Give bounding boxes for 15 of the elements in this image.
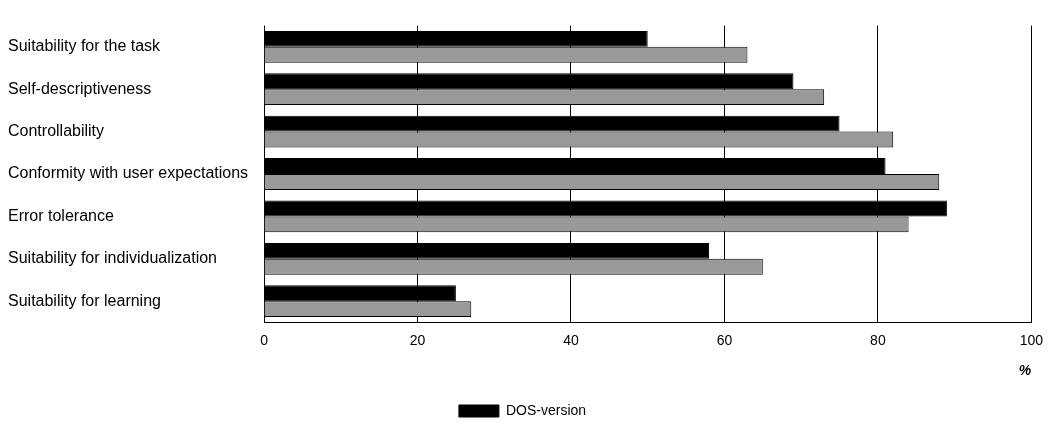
x-tick-label: 60 xyxy=(716,331,733,348)
legend-label: DOS-version xyxy=(505,401,587,418)
y-tick-label: Suitability for individualization xyxy=(8,249,217,267)
x-axis-title: % xyxy=(1018,362,1032,379)
x-tick-label: 80 xyxy=(870,331,886,348)
y-tick-label: Controllability xyxy=(8,122,105,140)
y-tick-label: Error tolerance xyxy=(8,206,114,224)
x-tick-label: 40 xyxy=(563,331,579,348)
y-tick-label: Conformity with user expectations xyxy=(8,164,249,182)
x-tick-label: 100 xyxy=(1019,331,1044,348)
x-tick-label: 20 xyxy=(409,331,426,348)
y-tick-label: Suitability for the task xyxy=(8,37,162,55)
y-tick-label: Self-descriptiveness xyxy=(8,79,152,97)
y-tick-label: Suitability for learning xyxy=(8,291,161,309)
x-tick-label: 0 xyxy=(260,331,269,348)
